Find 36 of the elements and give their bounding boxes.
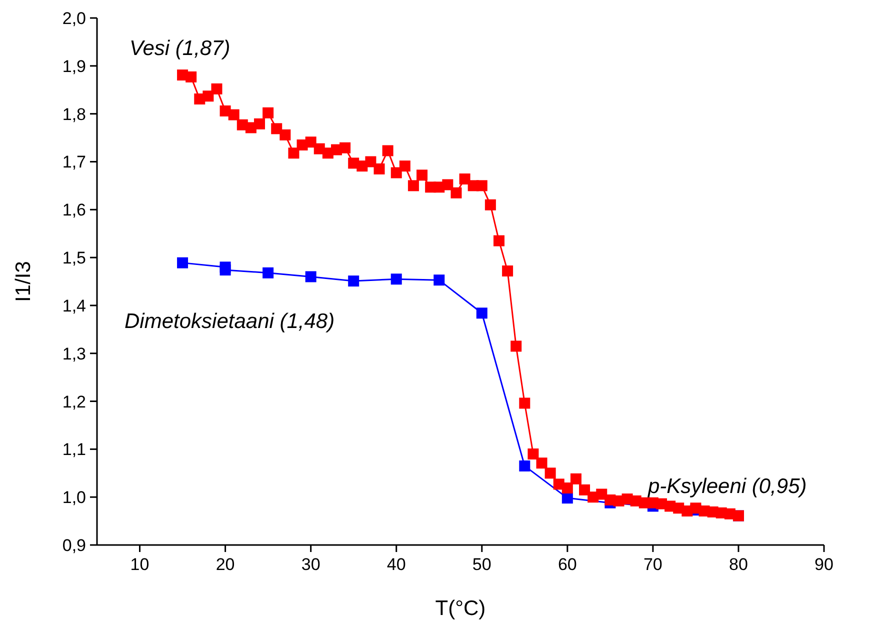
y-tick-label: 1,3 bbox=[62, 344, 86, 364]
y-tick-label: 1,6 bbox=[62, 200, 86, 220]
x-tick-label: 60 bbox=[558, 555, 577, 574]
y-tick-label: 1,2 bbox=[62, 392, 86, 412]
point bbox=[220, 264, 231, 276]
x-tick-label: 20 bbox=[216, 555, 235, 574]
x-tick-label: 50 bbox=[472, 555, 492, 574]
series-label: Dimetoksietaani (1,48) bbox=[124, 310, 335, 333]
y-axis-title: I1/I3 bbox=[12, 261, 35, 302]
point bbox=[390, 274, 402, 285]
x-tick-label: 70 bbox=[643, 555, 662, 574]
y-tick-label: 0,9 bbox=[62, 536, 86, 555]
point bbox=[519, 460, 530, 472]
y-tick-label: 1,9 bbox=[62, 56, 86, 76]
point bbox=[305, 271, 316, 282]
x-tick-label: 10 bbox=[130, 555, 150, 574]
point bbox=[177, 257, 188, 268]
y-tick-label: 1,0 bbox=[62, 488, 86, 508]
annotation: p-Ksyleeni (0,95) bbox=[647, 475, 807, 498]
series-label: Vesi (1,87) bbox=[130, 37, 230, 60]
point bbox=[348, 276, 360, 287]
x-tick-label: 40 bbox=[386, 555, 406, 574]
y-tick-label: 1,7 bbox=[62, 152, 86, 172]
y-tick-label: 1,5 bbox=[62, 248, 86, 268]
x-axis-title: T(°C) bbox=[435, 597, 486, 620]
y-tick-label: 1,1 bbox=[62, 440, 86, 460]
point bbox=[562, 492, 573, 504]
point bbox=[476, 308, 488, 319]
point bbox=[434, 274, 445, 286]
x-tick-label: 90 bbox=[814, 555, 834, 574]
point bbox=[262, 267, 274, 278]
y-tick-label: 1,8 bbox=[62, 104, 86, 124]
x-tick-label: 80 bbox=[729, 555, 748, 574]
y-tick-label: 1,4 bbox=[62, 296, 86, 316]
x-tick-label: 30 bbox=[301, 555, 320, 574]
y-tick-label: 2,0 bbox=[62, 9, 86, 28]
